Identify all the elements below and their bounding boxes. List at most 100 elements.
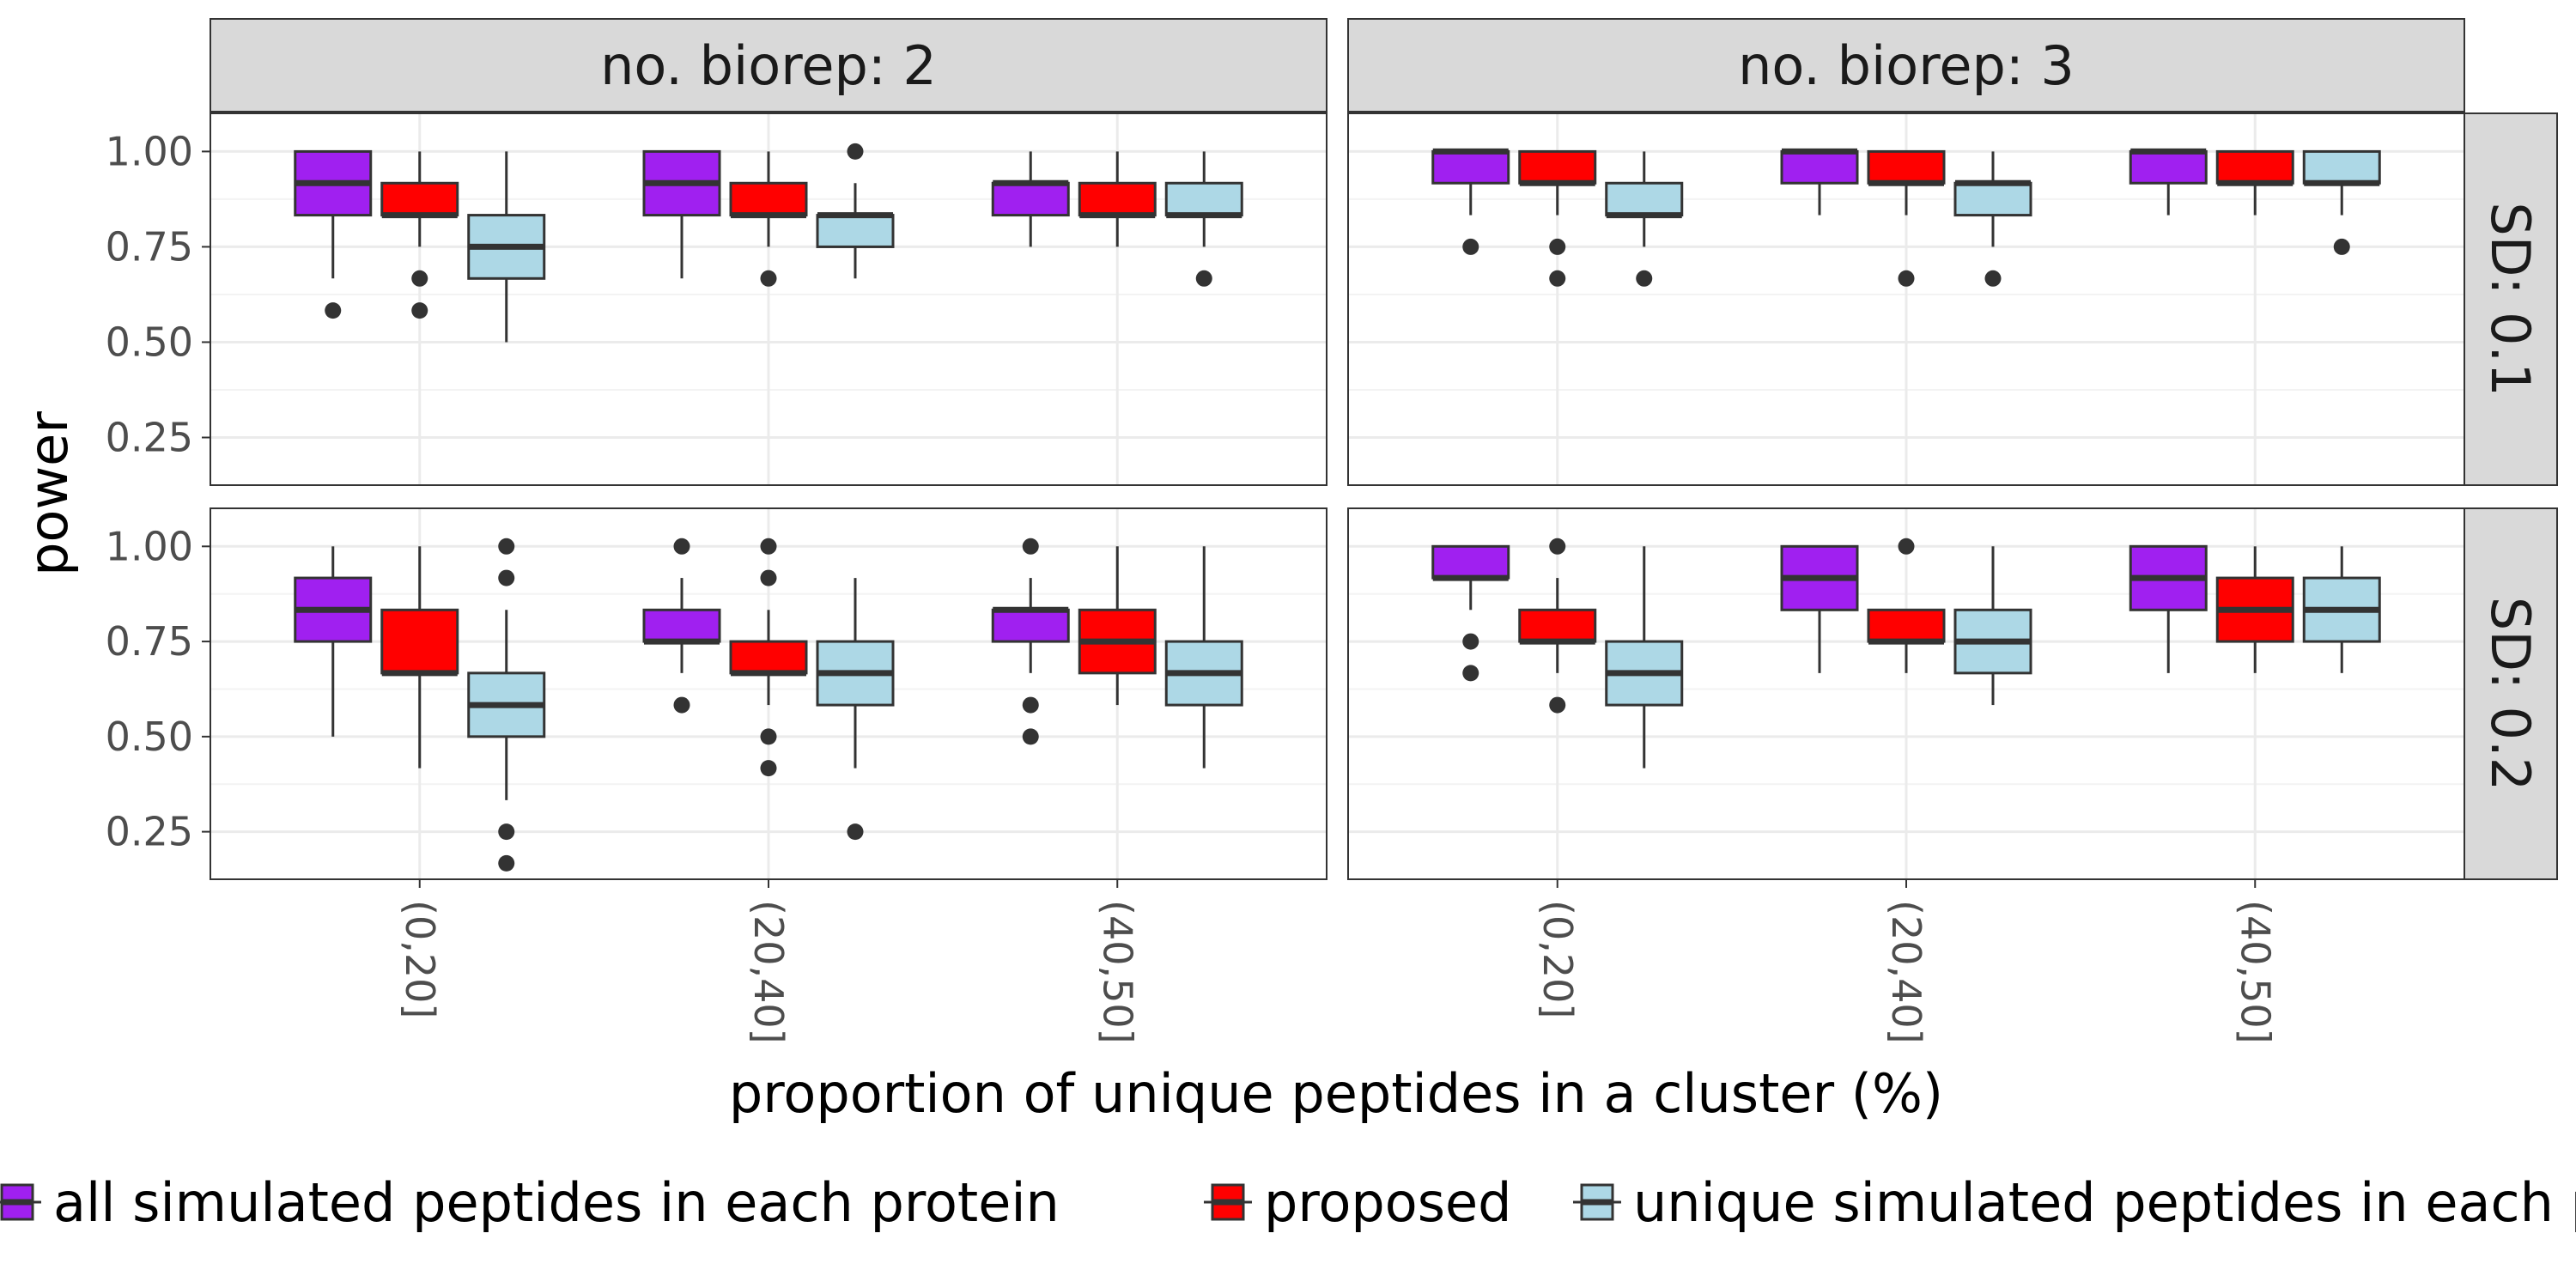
box-(20,40]-series-0 xyxy=(1780,148,1859,216)
box-rect xyxy=(2215,149,2294,185)
legend-label: all simulated peptides in each protein xyxy=(53,1171,1060,1234)
box-rect xyxy=(1605,181,1684,217)
outlier-point xyxy=(498,823,515,841)
x-tick-label: (20,40] xyxy=(745,900,792,1044)
panel-r1-c1 xyxy=(1347,507,2465,880)
box-(20,40]-series-1 xyxy=(729,151,808,287)
box-(0,20]-series-1 xyxy=(380,151,459,319)
box-(0,20]-series-0 xyxy=(1431,544,1510,682)
box-rect xyxy=(2302,149,2381,185)
box-(20,40]-series-1 xyxy=(729,538,808,777)
box-(40,50]-series-2 xyxy=(1164,151,1243,287)
box-(0,20]-series-0 xyxy=(294,546,373,737)
facet-strips: no. biorep: 2 no. biorep: 3 SD: 0.1 SD: 0.2 xyxy=(210,18,2558,880)
box-(20,40]-series-2 xyxy=(816,578,895,841)
y-tick-label: 0.75 xyxy=(106,223,193,270)
outlier-point xyxy=(1462,238,1479,255)
box-rect xyxy=(1867,149,1946,185)
box-(40,50]-series-2 xyxy=(2302,546,2381,673)
panels-layer xyxy=(210,112,2465,880)
box-(40,50]-series-1 xyxy=(2215,546,2294,673)
facet-strip-label: no. biorep: 3 xyxy=(1738,34,2075,97)
panel-r0-c0 xyxy=(210,112,1327,486)
box-(20,40]-series-2 xyxy=(816,143,895,279)
box-(0,20]-series-2 xyxy=(1605,151,1684,287)
outlier-point xyxy=(673,696,690,714)
outlier-point xyxy=(325,302,342,319)
x-tick-label: (0,20] xyxy=(1534,900,1581,1018)
box-rect xyxy=(642,608,721,643)
box-rect xyxy=(729,181,808,217)
box-(40,50]-series-2 xyxy=(2302,149,2381,255)
outlier-point xyxy=(1549,538,1566,555)
box-(40,50]-series-0 xyxy=(991,538,1070,745)
outlier-point xyxy=(1022,728,1039,745)
axes-layer: 0.25 0.50 0.75 1.00 0.25 0.50 0.75 1.00 (0,20] (2… xyxy=(106,128,2279,1043)
y-tick-label: 1.00 xyxy=(106,523,193,569)
box-rect xyxy=(1518,149,1597,185)
facet-strip-label: no. biorep: 2 xyxy=(600,34,937,97)
y-tick-label: 0.50 xyxy=(106,319,193,365)
box-rect xyxy=(1078,181,1157,217)
legend-item-0: all simulated peptides in each protein xyxy=(0,1171,1060,1234)
box-rect xyxy=(729,640,808,675)
box-(40,50]-series-1 xyxy=(2215,149,2294,216)
facet-strip-row xyxy=(2464,112,2558,486)
box-(40,50]-series-1 xyxy=(1078,546,1157,706)
panel-r1-c0 xyxy=(210,507,1327,880)
y-tick-label: 0.75 xyxy=(106,618,193,665)
legend-item-1: proposed xyxy=(1204,1171,1512,1234)
legend: all simulated peptides in each protein pr… xyxy=(0,1171,2576,1234)
y-tick-label: 0.50 xyxy=(106,714,193,760)
outlier-point xyxy=(847,823,864,841)
outlier-point xyxy=(498,569,515,586)
outlier-point xyxy=(1898,538,1915,555)
x-axis-title: proportion of unique peptides in a clust… xyxy=(729,1062,1943,1125)
outlier-point xyxy=(498,538,515,555)
outlier-point xyxy=(1549,696,1566,714)
outlier-point xyxy=(2333,238,2350,255)
box-rect xyxy=(1953,181,2032,217)
box-(0,20]-series-0 xyxy=(1431,148,1510,255)
legend-item-2: unique simulated peptides in each protei… xyxy=(1573,1171,2576,1234)
box-rect xyxy=(991,181,1070,217)
box-(20,40]-series-2 xyxy=(1953,151,2032,287)
y-tick-label: 0.25 xyxy=(106,414,193,460)
facet-strip-col xyxy=(210,18,1327,112)
outlier-point xyxy=(498,854,515,872)
box-(40,50]-series-1 xyxy=(1078,151,1157,247)
box-(0,20]-series-1 xyxy=(380,546,459,769)
box-(20,40]-series-2 xyxy=(1953,546,2032,706)
legend-label: proposed xyxy=(1264,1171,1512,1234)
outlier-point xyxy=(760,270,777,287)
facet-strip-label: SD: 0.2 xyxy=(2479,597,2542,791)
outlier-point xyxy=(760,760,777,777)
outlier-point xyxy=(1549,238,1566,255)
box-rect xyxy=(1431,149,1510,185)
panel-border xyxy=(210,112,1327,486)
legend-label: unique simulated peptides in each protei… xyxy=(1633,1171,2576,1234)
outlier-point xyxy=(1462,665,1479,682)
outlier-point xyxy=(1984,270,2002,287)
outlier-point xyxy=(760,569,777,586)
box-rect xyxy=(1867,608,1946,643)
box-(20,40]-series-0 xyxy=(642,538,721,714)
box-rect xyxy=(380,181,459,217)
facet-strip-col xyxy=(1347,18,2465,112)
box-(0,20]-series-2 xyxy=(467,538,546,872)
outlier-point xyxy=(1022,538,1039,555)
box-(40,50]-series-0 xyxy=(2129,148,2208,216)
outlier-point xyxy=(1462,633,1479,650)
x-tick-label: (20,40] xyxy=(1883,900,1929,1044)
box-rect xyxy=(380,608,459,675)
outlier-point xyxy=(1022,696,1039,714)
box-rect xyxy=(816,214,895,248)
outlier-point xyxy=(411,302,428,319)
y-axis-title: power xyxy=(17,411,80,576)
outlier-point xyxy=(1898,270,1915,287)
x-tick-label: (40,50] xyxy=(2232,900,2278,1044)
box-(20,40]-series-1 xyxy=(1867,538,1946,673)
box-(0,20]-series-1 xyxy=(1518,538,1597,714)
y-tick-label: 0.25 xyxy=(106,809,193,855)
